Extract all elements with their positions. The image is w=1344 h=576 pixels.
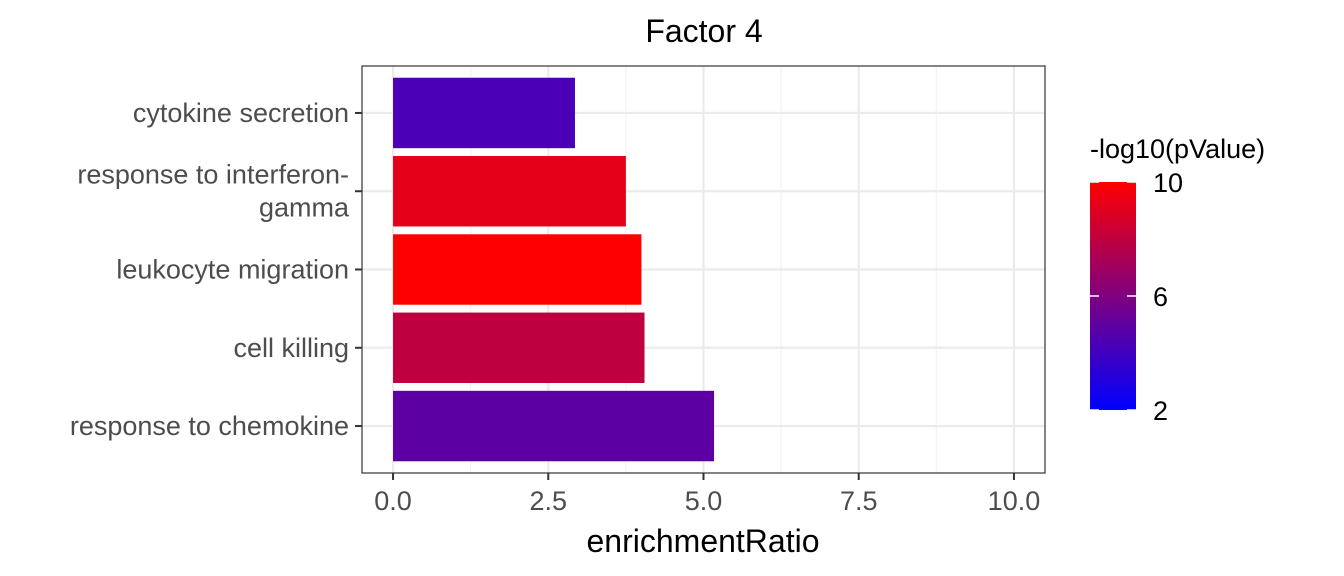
y-tick-label-line: cell killing xyxy=(233,333,349,363)
y-tick-label-line: response to interferon- xyxy=(77,160,349,190)
colorbar-ticks: 2 6 10 xyxy=(1090,168,1183,426)
colorbar-legend: -log10(pValue) 2 6 10 xyxy=(1090,134,1265,426)
y-tick-label: response to interferon-gamma xyxy=(77,160,350,223)
y-tick-label: response to chemokine xyxy=(70,411,349,441)
colorbar-title: -log10(pValue) xyxy=(1090,134,1265,164)
bar xyxy=(393,77,575,149)
bar xyxy=(393,234,642,305)
colorbar-tick-label: 2 xyxy=(1153,396,1168,426)
x-tick-label: 0.0 xyxy=(374,486,412,516)
bar xyxy=(393,156,626,227)
y-axis: cytokine secretion response to interferon… xyxy=(70,98,362,441)
x-tick-label: 7.5 xyxy=(840,486,878,516)
y-tick-label: cell killing xyxy=(233,333,349,363)
y-tick-label: leukocyte migration xyxy=(116,255,349,285)
chart-title: Factor 4 xyxy=(645,13,762,49)
y-tick-label-line: leukocyte migration xyxy=(116,255,349,285)
bar xyxy=(393,390,715,462)
bars xyxy=(393,77,715,462)
y-tick-label-line: gamma xyxy=(259,193,350,223)
colorbar-tick-label: 10 xyxy=(1153,168,1183,198)
x-axis: 0.0 2.5 5.0 7.5 10.0 xyxy=(374,473,1040,516)
bar xyxy=(393,312,645,383)
x-axis-title: enrichmentRatio xyxy=(587,523,820,559)
x-tick-label: 2.5 xyxy=(529,486,567,516)
colorbar-tick-label: 6 xyxy=(1153,282,1168,312)
y-tick-label-line: cytokine secretion xyxy=(133,98,349,128)
y-tick-label: cytokine secretion xyxy=(133,98,349,128)
x-tick-label: 5.0 xyxy=(685,486,723,516)
y-tick-label-line: response to chemokine xyxy=(70,411,349,441)
x-tick-label: 10.0 xyxy=(988,486,1041,516)
